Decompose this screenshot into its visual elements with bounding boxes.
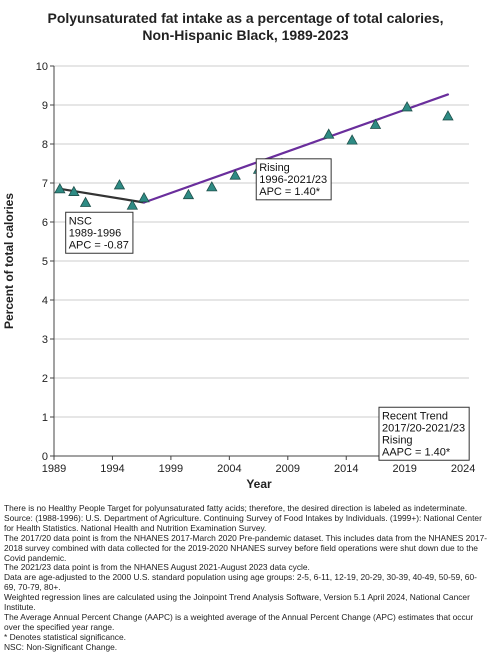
data-point <box>113 179 126 190</box>
annotation-line: NSC <box>69 215 92 227</box>
axis-layer: 0 1 2 3 4 5 6 7 8 9 10 1989 1994 1999 2004 2009 2014 2019… <box>36 61 476 475</box>
x-tick-label: 1994 <box>100 463 124 475</box>
data-point <box>68 185 80 196</box>
footnote-4: The 2021/23 data point is from the NHANE… <box>4 562 310 573</box>
x-tick-label: 1989 <box>42 463 66 475</box>
y-tick-label: 4 <box>42 295 48 307</box>
annotation-box <box>65 211 134 254</box>
data-point <box>346 134 358 145</box>
y-tick-label: 3 <box>42 334 48 346</box>
annotation-line: Recent Trend <box>382 410 448 422</box>
data-point <box>182 188 195 200</box>
annotation-line: 2017/20-2021/23 <box>382 422 465 434</box>
footnote-3: The 2017/20 data point is from the NHANE… <box>4 532 488 563</box>
data-point <box>126 199 139 210</box>
annotation-line: 1996-2021/23 <box>259 174 327 186</box>
y-tick-label: 10 <box>36 61 48 73</box>
annotation-line: Rising <box>259 162 290 174</box>
trend-segment-2 <box>142 93 450 204</box>
y-tick-label: 7 <box>42 178 48 190</box>
footnote-5: Data are age-adjusted to the 2000 U.S. s… <box>4 572 477 593</box>
y-tick-label: 1 <box>42 412 48 424</box>
footnote-1: There is no Healthy People Target for po… <box>4 503 468 513</box>
data-point <box>442 110 454 121</box>
chart-svg: 0 1 2 3 4 5 6 7 8 9 10 1989 1994 1999 2004 2009 2014 2019… <box>2 61 476 491</box>
chart-title: Polyunsaturated fat intake as a percenta… <box>0 10 491 44</box>
footnote-9: NSC: Non-Significant Change. <box>4 641 118 652</box>
annotation-line: 1989-1996 <box>69 227 122 239</box>
point-layer <box>54 101 454 210</box>
data-point <box>401 101 413 112</box>
x-tick-label: 2004 <box>217 463 241 475</box>
x-tick-label: 2014 <box>334 463 358 475</box>
y-tick-label: 9 <box>42 100 48 112</box>
data-point <box>206 181 218 192</box>
data-point <box>229 169 241 180</box>
footnote-8: * Denotes statistical significance. <box>4 631 126 642</box>
x-axis-label: Year <box>246 477 272 491</box>
x-tick-label: 2019 <box>392 463 416 475</box>
annotation-line: AAPC = 1.40* <box>382 446 451 458</box>
annotation-box <box>378 406 470 461</box>
data-point <box>323 128 335 139</box>
footnote-2: Source: (1988-1996): U.S. Department of … <box>4 512 482 533</box>
y-tick-label: 8 <box>42 139 48 151</box>
chart-title-line-2: Non-Hispanic Black, 1989-2023 <box>142 27 349 43</box>
annotation-box <box>255 158 332 201</box>
x-tick-label: 1999 <box>159 463 183 475</box>
data-point <box>54 183 66 194</box>
annotation-line: Rising <box>382 434 413 446</box>
footnote-6: Weighted regression lines are calculated… <box>4 592 470 613</box>
data-point <box>79 196 92 207</box>
y-tick-label: 0 <box>42 451 48 463</box>
x-tick-label: 2009 <box>276 463 300 475</box>
y-tick-label: 6 <box>42 217 48 229</box>
y-axis-label: Percent of total calories <box>2 193 16 329</box>
chart-title-line-1: Polyunsaturated fat intake as a percenta… <box>47 10 444 26</box>
footnote-7: The Average Annual Percent Change (AAPC)… <box>4 611 474 632</box>
data-point <box>138 191 150 203</box>
footnotes: There is no Healthy People Target for po… <box>4 503 488 653</box>
annotation-line: APC = 1.40* <box>259 186 321 198</box>
annotation-line: APC = -0.87 <box>69 239 129 251</box>
data-point <box>369 118 382 129</box>
y-tick-label: 5 <box>42 256 48 268</box>
y-tick-label: 2 <box>42 373 48 385</box>
x-tick-label: 2024 <box>451 463 475 475</box>
